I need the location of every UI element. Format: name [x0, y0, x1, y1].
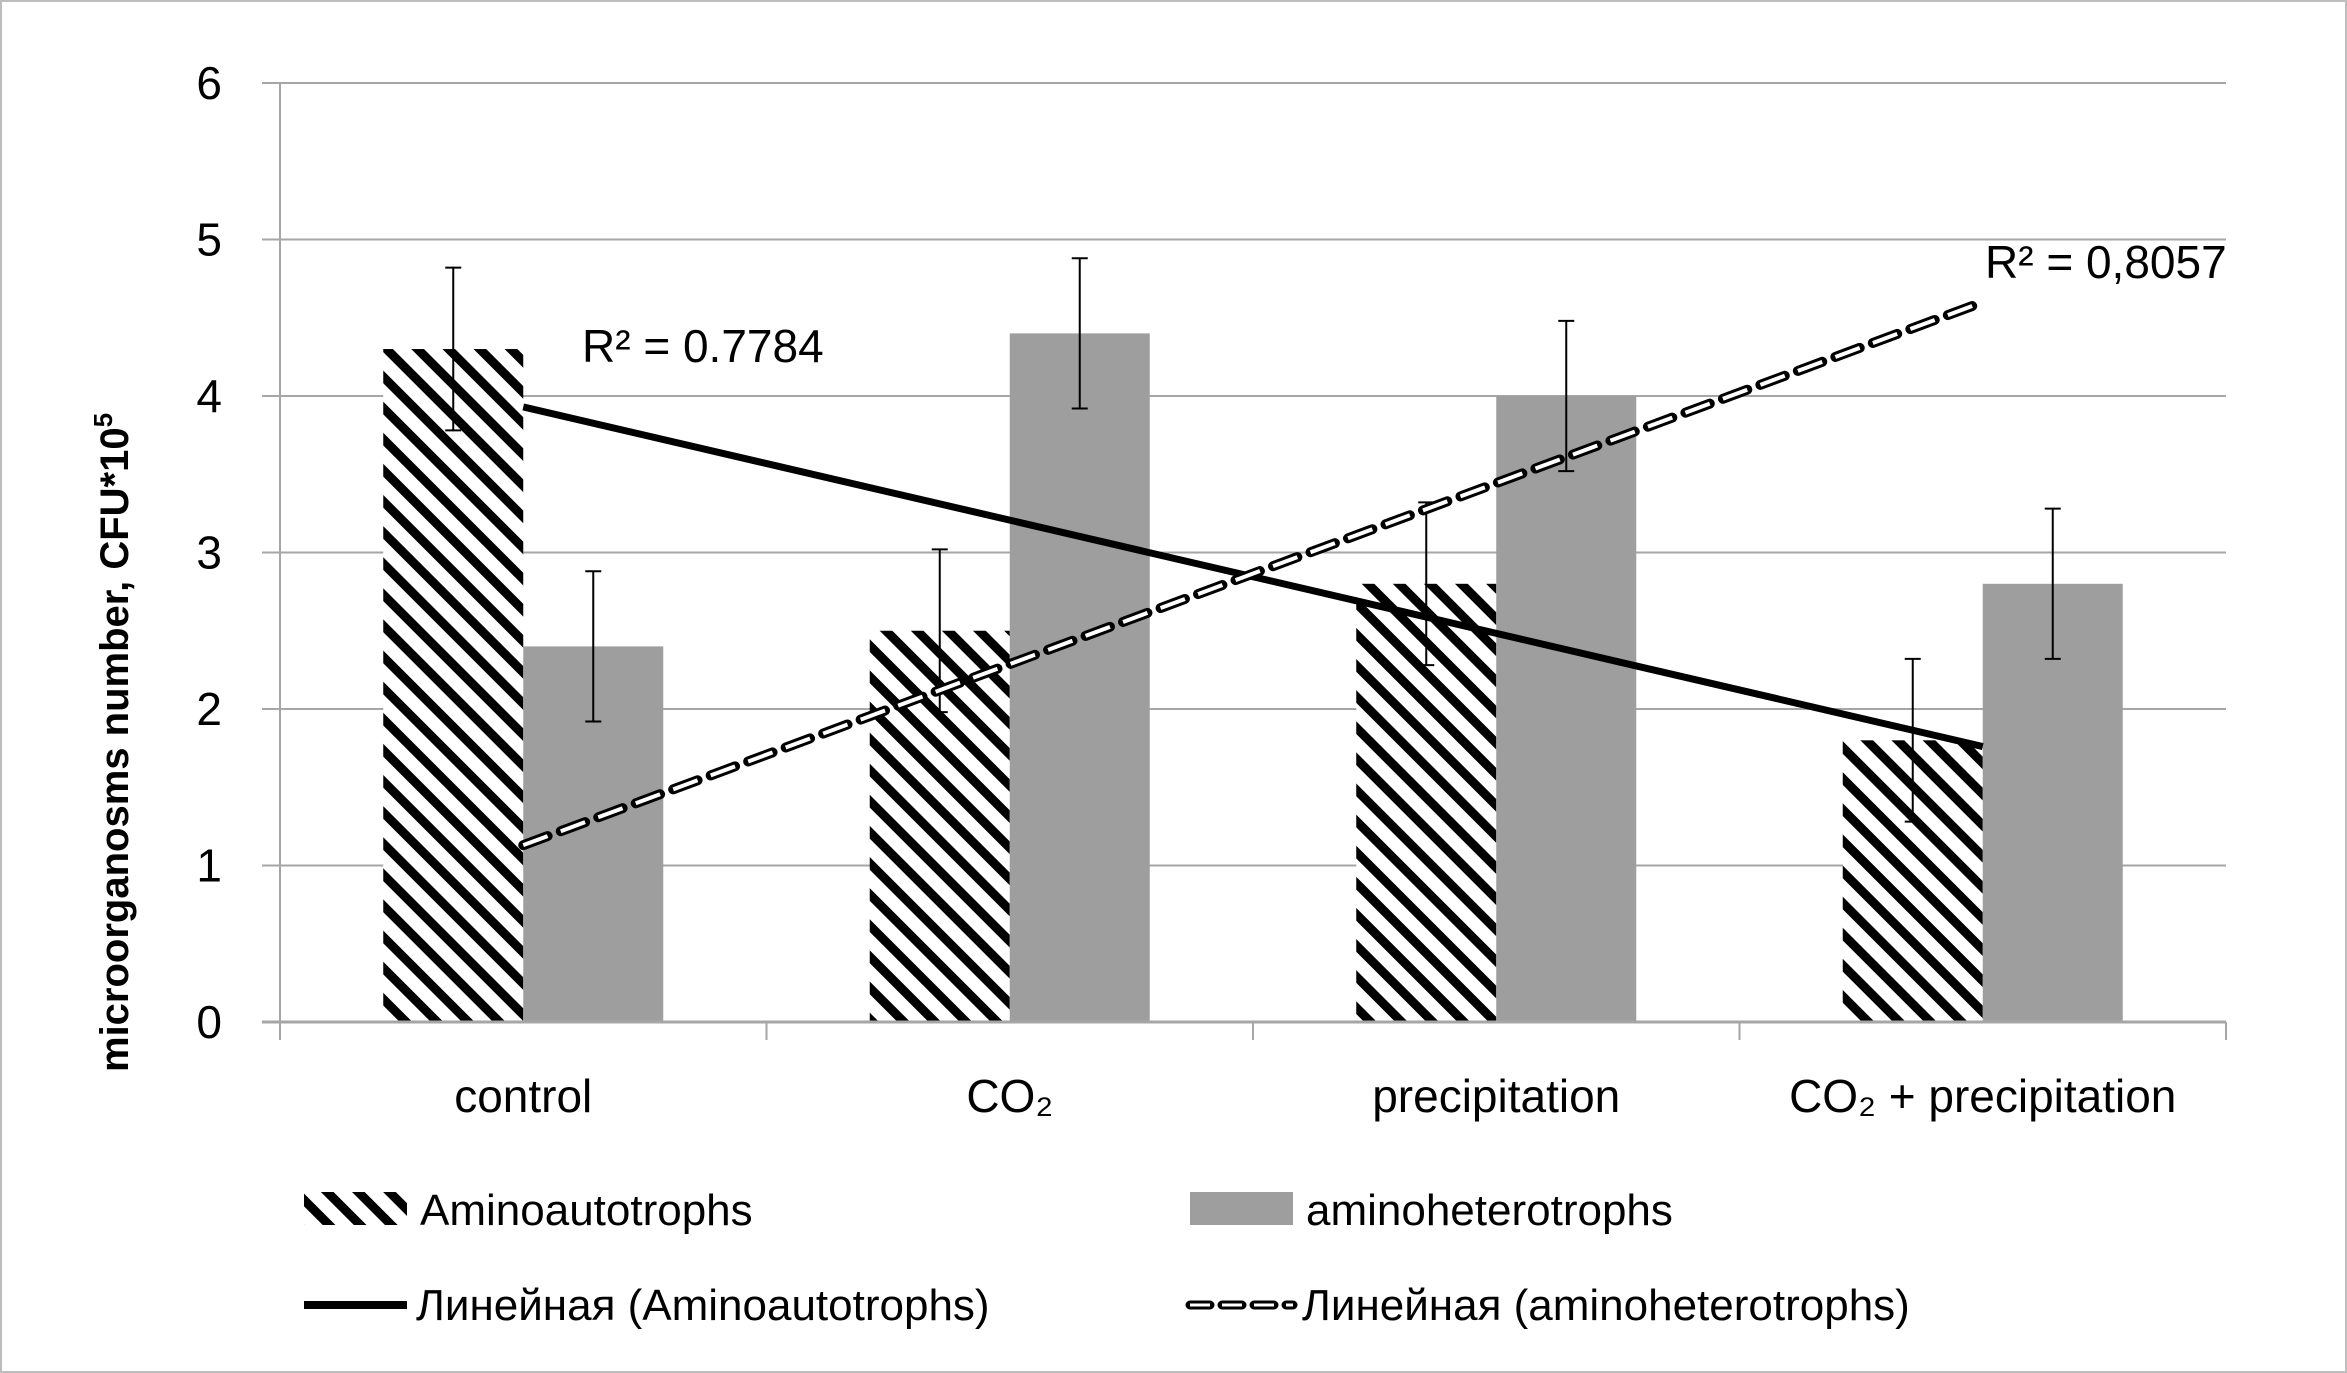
- y-tick-label: 2: [196, 683, 222, 735]
- legend: Aminoautotrophs aminoheterotrophs Линейн…: [304, 1186, 1910, 1330]
- y-tick-label: 0: [196, 996, 222, 1048]
- trendline-aminoheterotrophs-inner: [522, 300, 1984, 848]
- x-tick-label: precipitation: [1372, 1070, 1620, 1122]
- bar-aminoautotrophs: [383, 349, 524, 1022]
- x-tick-label: CO₂: [966, 1070, 1053, 1122]
- bar-aminoheterotrophs: [1009, 333, 1150, 1022]
- r2-label-aminoautotrophs: R² = 0.7784: [582, 320, 824, 372]
- r2-label-aminoheterotrophs: R² = 0,8057: [1985, 236, 2227, 288]
- x-tick-label: control: [454, 1070, 592, 1122]
- y-tick-label: 3: [196, 527, 222, 579]
- legend-swatch-aminoautotrophs: [304, 1192, 407, 1225]
- y-tick-label: 6: [196, 57, 222, 109]
- legend-label-trend-aminoheterotrophs: Линейная (aminoheterotrophs): [1302, 1281, 1910, 1330]
- x-tick-label: CO₂ + precipitation: [1789, 1070, 2176, 1122]
- legend-swatch-aminoheterotrophs: [1190, 1192, 1293, 1225]
- y-tick-label: 1: [196, 840, 222, 892]
- legend-label-aminoheterotrophs: aminoheterotrophs: [1306, 1186, 1673, 1235]
- bar-aminoheterotrophs: [1496, 396, 1637, 1022]
- legend-label-aminoautotrophs: Aminoautotrophs: [420, 1186, 753, 1235]
- y-axis-label: microorganosms number, CFU*105: [88, 413, 137, 1072]
- y-tick-label: 5: [196, 214, 222, 266]
- legend-label-trend-aminoautotrophs: Линейная (Aminoautotrophs): [416, 1281, 990, 1330]
- y-tick-label: 4: [196, 370, 222, 422]
